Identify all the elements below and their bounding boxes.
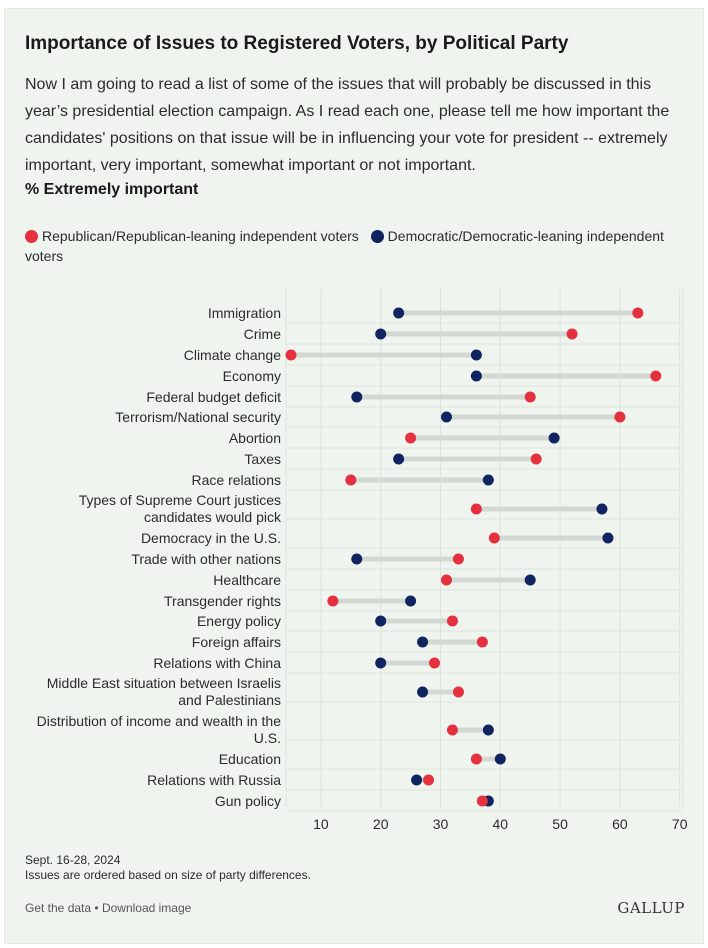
legend-dot-democratic [370,230,384,243]
get-data-link[interactable]: Get the data [25,901,92,915]
category-label: Foreign affairs [192,634,281,650]
category-label: Trade with other nations [131,551,281,567]
republican-point [285,349,297,361]
democratic-point [375,657,387,669]
dumbbell-chart: 10 20 30 40 50 60 70 Immigration Crime Climate ch… [37,289,688,832]
gallup-logo: GALLUP [617,899,685,917]
footer-note: Issues are ordered based on size of part… [25,868,311,882]
republican-point [405,432,417,444]
republican-point [632,307,644,319]
democratic-point [417,636,429,648]
democratic-point [470,370,482,382]
democratic-point [393,307,405,319]
democratic-point [482,724,494,736]
republican-point [470,753,482,765]
category-label: Education [219,751,281,767]
category-label: Terrorism/National security [115,409,281,425]
democratic-point [405,595,417,607]
chart-card: Importance of Issues to Registered Voter… [4,8,704,944]
republican-point [423,774,435,786]
democratic-point [351,391,363,403]
republican-point [452,553,464,565]
legend: Republican/Republican-leaning independen… [25,226,695,266]
category-label: Climate change [184,347,281,363]
republican-point [530,453,542,465]
republican-point [476,795,488,807]
democratic-point [375,615,387,627]
link-separator: • [94,901,99,915]
category-label: Taxes [244,451,281,467]
x-tick-label: 70 [672,816,688,832]
category-label: Crime [244,326,282,342]
download-image-link[interactable]: Download image [101,901,192,915]
category-label: Healthcare [213,572,281,588]
democratic-point [596,503,608,515]
footer-date: Sept. 16-28, 2024 [25,853,121,867]
democratic-point [440,411,452,423]
legend-label-democratic: Democratic/Democratic-leaning independen… [25,228,664,264]
category-label: Relations with Russia [147,772,281,788]
footer-links: Get the data • Download image [25,901,191,915]
republican-point [446,724,458,736]
category-label: Distribution of income and wealth in the [37,713,282,729]
legend-label-republican: Republican/Republican-leaning independen… [42,228,359,244]
x-tick-label: 20 [373,816,389,832]
x-tick-label: 10 [313,816,329,832]
republican-point [452,686,464,698]
category-label: Immigration [208,305,281,321]
x-tick-label: 60 [612,816,628,832]
category-label-line2: and Palestinians [178,692,281,708]
republican-point [446,615,458,627]
democratic-point [602,532,614,544]
category-label: Abortion [229,430,281,446]
democratic-point [494,753,506,765]
republican-point [614,411,626,423]
category-label: Relations with China [153,655,281,671]
legend-dot-republican [25,230,38,243]
republican-point [566,328,578,340]
democratic-point [482,474,494,486]
category-label-line2: U.S. [254,730,281,746]
category-label: Federal budget deficit [146,389,281,405]
democratic-point [375,328,387,340]
democratic-point [524,574,536,586]
x-tick-label: 30 [433,816,449,832]
category-label: Middle East situation between Israelis [47,675,281,691]
chart-title: Importance of Issues to Registered Voter… [25,33,569,54]
category-label: Democracy in the U.S. [141,530,281,546]
democratic-point [393,453,405,465]
category-label: Race relations [192,472,282,488]
category-label: Transgender rights [164,593,281,609]
category-label: Energy policy [197,613,281,629]
democratic-point [411,774,423,786]
chart-subtitle: Now I am going to read a list of some of… [25,76,670,174]
category-label: Economy [223,368,281,384]
republican-point [470,503,482,515]
republican-point [327,595,339,607]
category-label: Gun policy [215,793,281,809]
legend-item-republican: Republican/Republican-leaning independen… [25,228,359,244]
x-tick-label: 50 [552,816,568,832]
republican-point [524,391,536,403]
republican-point [345,474,357,486]
x-tick-label: 40 [493,816,509,832]
democratic-point [417,686,429,698]
legend-item-democratic: Democratic/Democratic-leaning independen… [25,228,664,264]
category-label-line2: candidates would pick [144,509,282,525]
republican-point [488,532,500,544]
republican-point [440,574,452,586]
republican-point [429,657,441,669]
category-label: Types of Supreme Court justices [79,492,281,508]
democratic-point [548,432,560,444]
democratic-point [470,349,482,361]
republican-point [476,636,488,648]
republican-point [650,370,662,382]
measure-label: % Extremely important [25,181,199,198]
democratic-point [351,553,363,565]
